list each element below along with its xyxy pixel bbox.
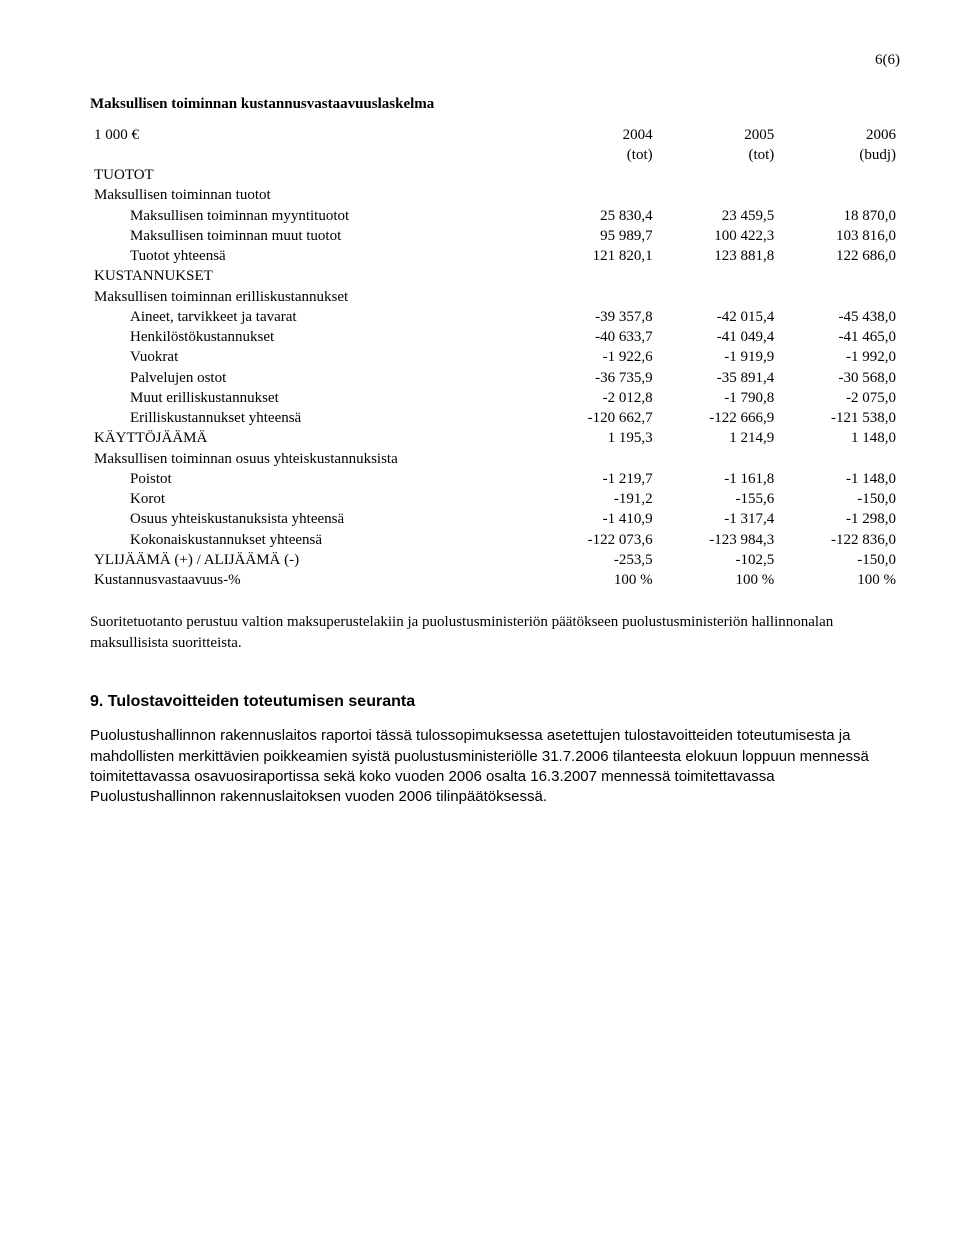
page-number: 6(6): [90, 50, 900, 70]
kokonais-row: Kokonaiskustannukset yhteensä -122 073,6…: [90, 530, 900, 550]
header-row-notes: (tot) (tot) (budj): [90, 145, 900, 165]
header-row-years: 1 000 € 2004 2005 2006: [90, 125, 900, 145]
table-row: Osuus yhteiskustanuksista yhteensä -1 41…: [90, 509, 900, 529]
year-1: 2005: [657, 125, 779, 145]
ylijaama-row: YLIJÄÄMÄ (+) / ALIJÄÄMÄ (-) -253,5 -102,…: [90, 550, 900, 570]
footer-paragraph: Suoritetuotanto perustuu valtion maksupe…: [90, 612, 900, 653]
kustannukset-sub: Maksullisen toiminnan erilliskustannukse…: [90, 287, 535, 307]
table-row: Palvelujen ostot -36 735,9 -35 891,4 -30…: [90, 368, 900, 388]
tuotot-header: TUOTOT: [90, 165, 535, 185]
table-row: Tuotot yhteensä 121 820,1 123 881,8 122 …: [90, 246, 900, 266]
kustannukset-sub-row: Maksullisen toiminnan erilliskustannukse…: [90, 287, 900, 307]
osuus-header: Maksullisen toiminnan osuus yhteiskustan…: [90, 449, 535, 469]
year-note-1: (tot): [657, 145, 779, 165]
table-row: Aineet, tarvikkeet ja tavarat -39 357,8 …: [90, 307, 900, 327]
kustannukset-header: KUSTANNUKSET: [90, 266, 535, 286]
year-note-2: (budj): [778, 145, 900, 165]
year-note-0: (tot): [535, 145, 657, 165]
document-title: Maksullisen toiminnan kustannusvastaavuu…: [90, 94, 900, 114]
tuotot-sub: Maksullisen toiminnan tuotot: [90, 185, 535, 205]
tuotot-header-row: TUOTOT: [90, 165, 900, 185]
section9-body: Puolustushallinnon rakennuslaitos raport…: [90, 726, 900, 807]
table-row: Maksullisen toiminnan muut tuotot 95 989…: [90, 226, 900, 246]
year-2: 2006: [778, 125, 900, 145]
table-row: Muut erilliskustannukset -2 012,8 -1 790…: [90, 388, 900, 408]
tuotot-sub-row: Maksullisen toiminnan tuotot: [90, 185, 900, 205]
table-row: Erilliskustannukset yhteensä -120 662,7 …: [90, 408, 900, 428]
table-row: Korot -191,2 -155,6 -150,0: [90, 489, 900, 509]
table-row: Henkilöstökustannukset -40 633,7 -41 049…: [90, 327, 900, 347]
table-row: Maksullisen toiminnan myyntituotot 25 83…: [90, 206, 900, 226]
table-row: Poistot -1 219,7 -1 161,8 -1 148,0: [90, 469, 900, 489]
osuus-header-row: Maksullisen toiminnan osuus yhteiskustan…: [90, 449, 900, 469]
kvpercent-row: Kustannusvastaavuus-% 100 % 100 % 100 %: [90, 570, 900, 590]
year-0: 2004: [535, 125, 657, 145]
kustannukset-header-row: KUSTANNUKSET: [90, 266, 900, 286]
unit-label: 1 000 €: [90, 125, 535, 145]
table-row: Vuokrat -1 922,6 -1 919,9 -1 992,0: [90, 347, 900, 367]
financial-table: 1 000 € 2004 2005 2006 (tot) (tot) (budj…: [90, 125, 900, 591]
kayttojaama-row: KÄYTTÖJÄÄMÄ 1 195,3 1 214,9 1 148,0: [90, 428, 900, 448]
section9-title: 9. Tulostavoitteiden toteutumisen seuran…: [90, 691, 900, 713]
